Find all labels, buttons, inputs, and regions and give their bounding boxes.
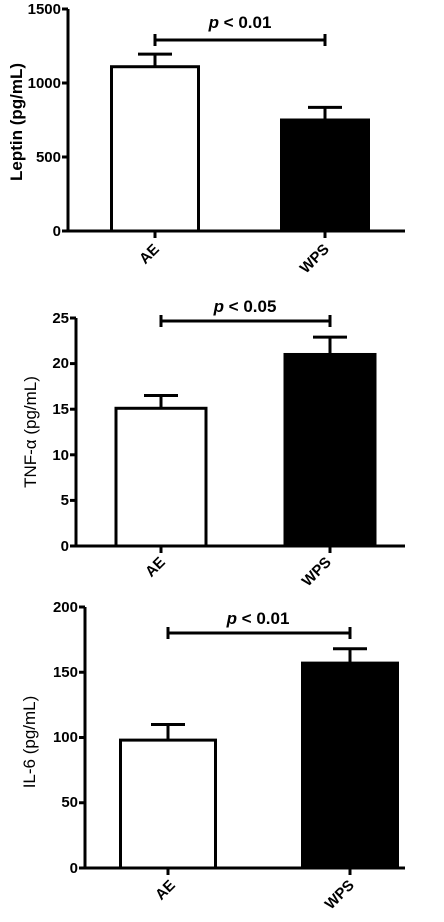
x-category-label: WPS <box>299 554 335 590</box>
tnf-alpha-chart: TNF-α (pg/mL) p < 0.05 0 5 10 15 20 25 A… <box>21 297 405 590</box>
significance-label: p < 0.01 <box>208 13 272 32</box>
y-tick-label: 50 <box>61 794 78 811</box>
bar-ae <box>114 406 208 548</box>
y-tick-label: 500 <box>36 149 61 166</box>
y-tick-label: 5 <box>61 492 69 509</box>
y-tick-label: 0 <box>61 538 69 555</box>
y-tick-label: 1000 <box>28 75 61 92</box>
il6-chart: IL-6 (pg/mL) p < 0.01 0 50 100 150 200 A… <box>20 599 405 913</box>
leptin-chart: Leptin (pg/mL) p < 0.01 0 500 1000 1500 … <box>7 1 405 277</box>
y-tick-label: 150 <box>53 664 78 681</box>
y-tick-label: 0 <box>53 223 61 240</box>
x-category-label: AE <box>136 241 163 268</box>
x-category-label: AE <box>152 877 179 904</box>
y-tick-label: 25 <box>52 310 69 327</box>
y-tick-label: 15 <box>52 401 69 418</box>
bar-wps <box>283 352 377 548</box>
y-tick-label: 20 <box>52 355 69 372</box>
y-tick-label: 100 <box>53 729 78 746</box>
significance-label: p < 0.01 <box>226 609 290 628</box>
x-category-label: AE <box>142 554 169 581</box>
y-axis-label: IL-6 (pg/mL) <box>20 696 39 789</box>
y-tick-label: 1500 <box>28 1 61 18</box>
bar-ae <box>110 65 200 233</box>
bar-wps <box>280 118 370 233</box>
y-tick-label: 200 <box>53 599 78 616</box>
y-axis-label: TNF-α (pg/mL) <box>21 376 40 488</box>
x-category-label: WPS <box>322 877 358 913</box>
y-tick-label: 0 <box>70 860 78 877</box>
significance-label: p < 0.05 <box>213 297 277 316</box>
y-tick-label: 10 <box>52 447 69 464</box>
x-category-label: WPS <box>297 241 333 277</box>
bar-wps <box>301 661 399 870</box>
bar-ae <box>119 738 217 870</box>
y-axis-label: Leptin (pg/mL) <box>7 63 26 181</box>
